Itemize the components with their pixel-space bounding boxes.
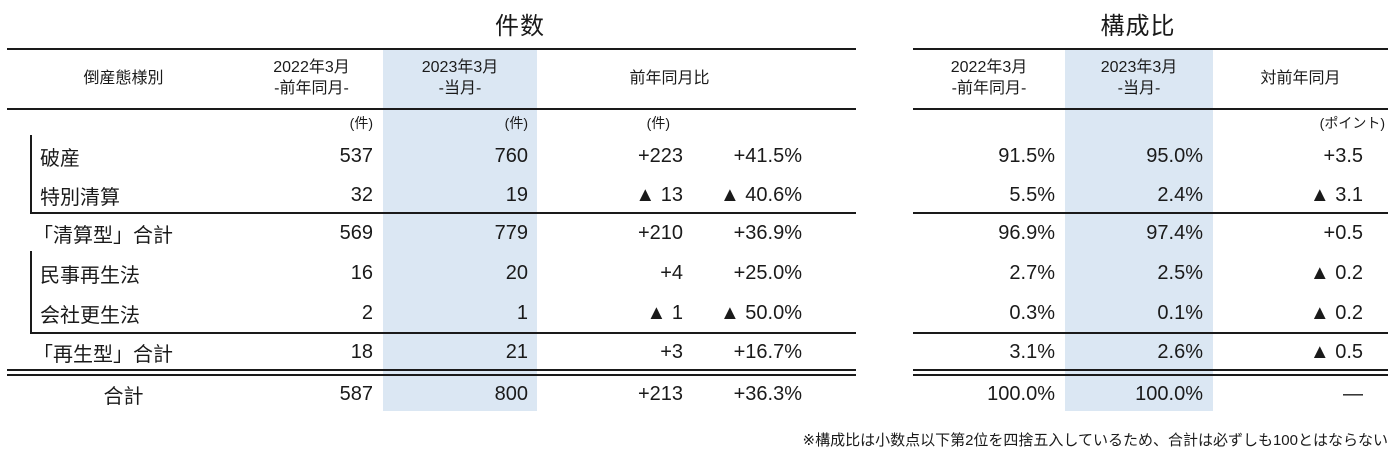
- cell-yoy-pct: +36.3%: [733, 382, 802, 405]
- header-kensu-2022: 2022年3月 -前年同月-: [273, 59, 350, 97]
- cell-kensu-2023: 21: [505, 341, 528, 363]
- cell-yoy-pct: +16.7%: [733, 341, 802, 363]
- cell-share-2023: 95.0%: [1146, 145, 1203, 167]
- row-label: 「再生型」合計: [33, 344, 173, 366]
- header-row-label: 倒産態様別: [83, 69, 164, 87]
- cell-yoy-diff: ▲ 13: [635, 183, 683, 206]
- row-label: 破産: [40, 148, 80, 170]
- total-double-rule-top-left-table: [7, 369, 856, 371]
- cell-yoy-pct: +41.5%: [733, 145, 802, 167]
- cell-share-2022: 96.9%: [998, 222, 1055, 244]
- cell-yoy-diff: +223: [637, 145, 683, 167]
- total-double-rule-bottom-right-table: [913, 374, 1388, 376]
- cell-yoy-diff: +213: [637, 382, 683, 405]
- table-row-saiseigata-total: 「再生型」合計 18 21 +3 +16.7% 3.1% 2.6% ▲ 0.5: [0, 334, 1390, 371]
- unit-point: (ポイント): [1319, 115, 1385, 131]
- unit-ken-2023: (件): [504, 115, 528, 131]
- header-kouseihi-2022: 2022年3月 -前年同月-: [950, 59, 1028, 97]
- cell-yoy-pct: +36.9%: [733, 222, 802, 244]
- row-label: 特別清算: [40, 186, 120, 209]
- cell-share-diff: ▲ 0.5: [1309, 341, 1363, 363]
- cell-kensu-2023: 20: [505, 261, 528, 284]
- header-kouseihi-2023: 2023年3月 -当月-: [1100, 59, 1178, 97]
- cell-share-2022: 2.7%: [1009, 261, 1055, 284]
- cell-kensu-2022: 2: [361, 301, 373, 324]
- cell-share-2022: 0.3%: [1009, 301, 1055, 324]
- total-double-rule-bottom-left-table: [7, 374, 856, 376]
- section-title-kouseihi: 構成比: [1100, 13, 1176, 40]
- row-label: 民事再生法: [40, 264, 140, 287]
- cell-kensu-2023: 1: [516, 301, 528, 324]
- cell-kensu-2022: 587: [339, 382, 373, 405]
- cell-share-2023: 0.1%: [1157, 301, 1203, 324]
- row-label: 「清算型」合計: [33, 225, 173, 247]
- header-vs-prev-year: 対前年同月: [1260, 69, 1341, 87]
- table-row-seisangata-total: 「清算型」合計 569 779 +210 +36.9% 96.9% 97.4% …: [0, 214, 1390, 253]
- cell-kensu-2022: 18: [350, 341, 373, 363]
- cell-kensu-2022: 16: [350, 261, 373, 284]
- cell-share-2023: 97.4%: [1146, 222, 1203, 244]
- cell-yoy-diff: +210: [637, 222, 683, 244]
- cell-kensu-2023: 800: [494, 382, 528, 405]
- cell-share-diff: —: [1343, 382, 1363, 405]
- table-row-kaisha-kousei: 会社更生法 2 1 ▲ 1 ▲ 50.0% 0.3% 0.1% ▲ 0.2: [0, 293, 1390, 333]
- table-row-grand-total: 合計 587 800 +213 +36.3% 100.0% 100.0% —: [0, 377, 1390, 411]
- cell-kensu-2023: 779: [494, 222, 528, 244]
- header-underline-right-table: [913, 108, 1388, 110]
- cell-share-2023: 2.6%: [1157, 341, 1203, 363]
- total-double-rule-top-right-table: [913, 369, 1388, 371]
- top-border-right-table: [913, 48, 1388, 50]
- cell-share-2022: 5.5%: [1009, 183, 1055, 206]
- section-title-kensu: 件数: [495, 13, 545, 40]
- cell-yoy-diff: +3: [660, 341, 683, 363]
- cell-yoy-diff: +4: [660, 261, 683, 284]
- footnote: ※構成比は小数点以下第2位を四捨五入しているため、合計は必ずしも100とはならな…: [802, 432, 1389, 449]
- table-row-tokubetsu-seisan: 特別清算 32 19 ▲ 13 ▲ 40.6% 5.5% 2.4% ▲ 3.1: [0, 177, 1390, 213]
- row-label: 会社更生法: [40, 304, 140, 327]
- cell-kensu-2022: 32: [350, 183, 373, 206]
- header-underline-left-table: [7, 108, 856, 110]
- cell-share-2022: 100.0%: [987, 382, 1055, 405]
- cell-share-2023: 2.5%: [1157, 261, 1203, 284]
- cell-kensu-2023: 760: [494, 145, 528, 167]
- unit-ken-diff: (件): [646, 115, 670, 131]
- group1-separator-right-table: [913, 212, 1388, 214]
- units-row: (件) (件) (件) (ポイント): [0, 110, 1390, 136]
- cell-yoy-pct: ▲ 50.0%: [719, 301, 802, 324]
- cell-share-diff: +3.5: [1323, 145, 1363, 167]
- cell-share-2023: 100.0%: [1135, 382, 1203, 405]
- cell-share-2022: 91.5%: [998, 145, 1055, 167]
- cell-share-diff: +0.5: [1323, 222, 1363, 244]
- table-row-hasan: 破産 537 760 +223 +41.5% 91.5% 95.0% +3.5: [0, 136, 1390, 177]
- cell-share-2023: 2.4%: [1157, 183, 1203, 206]
- row-label: 合計: [103, 385, 144, 408]
- top-border-left-table: [7, 48, 856, 50]
- group2-bracket-line: [30, 251, 32, 334]
- cell-share-diff: ▲ 0.2: [1309, 261, 1363, 284]
- cell-share-2022: 3.1%: [1009, 341, 1055, 363]
- group1-bracket-line: [30, 135, 32, 214]
- cell-yoy-pct: ▲ 40.6%: [719, 183, 802, 206]
- unit-ken-2022: (件): [349, 115, 373, 131]
- cell-kensu-2023: 19: [505, 183, 528, 206]
- cell-share-diff: ▲ 0.2: [1309, 301, 1363, 324]
- table-row-minji-saisei: 民事再生法 16 20 +4 +25.0% 2.7% 2.5% ▲ 0.2: [0, 253, 1390, 293]
- header-yoy: 前年同月比: [629, 69, 710, 87]
- cell-kensu-2022: 569: [339, 222, 373, 244]
- cell-kensu-2022: 537: [339, 145, 373, 167]
- group2-separator-left-table: [30, 332, 856, 334]
- cell-yoy-pct: +25.0%: [733, 261, 802, 284]
- cell-share-diff: ▲ 3.1: [1309, 183, 1363, 206]
- cell-yoy-diff: ▲ 1: [646, 301, 683, 324]
- header-kensu-2023: 2023年3月 -当月-: [421, 59, 499, 97]
- group2-separator-right-table: [913, 332, 1388, 334]
- group1-separator-left-table: [30, 212, 856, 214]
